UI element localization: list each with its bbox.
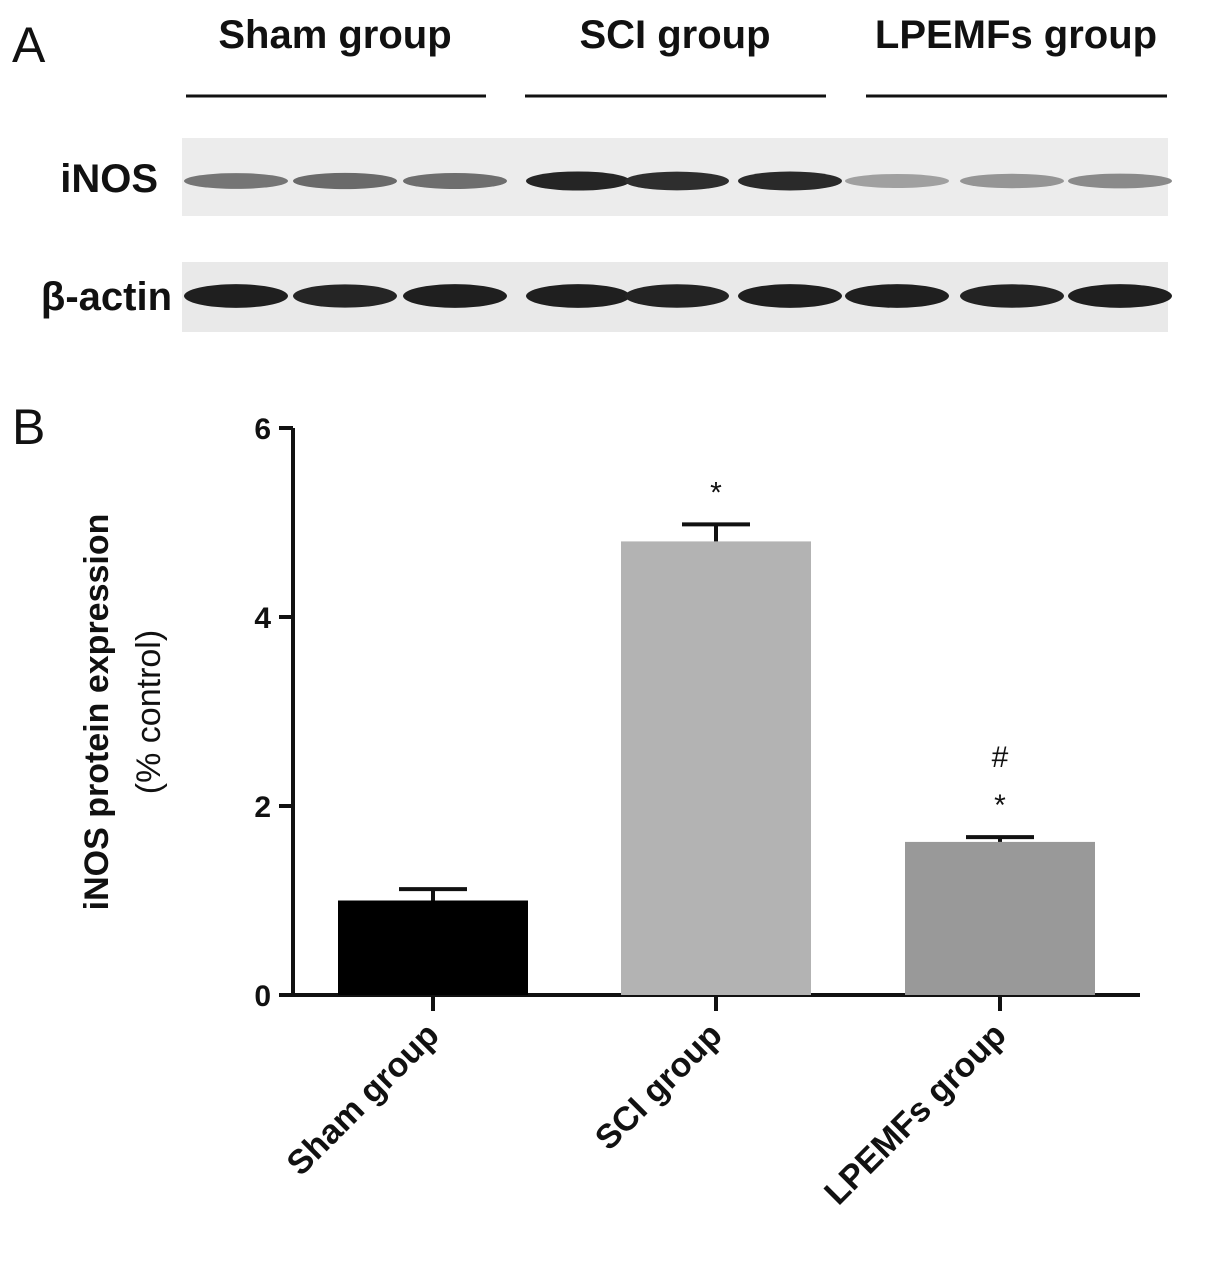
chart-bars	[338, 522, 1095, 995]
blot-band	[1068, 284, 1172, 308]
significance-mark: *	[710, 476, 722, 509]
blot-band	[526, 171, 630, 191]
inos-bands	[184, 171, 1172, 191]
y-tick-label: 0	[254, 980, 271, 1013]
blot-band	[845, 174, 949, 188]
significance-mark: #	[992, 741, 1009, 774]
beta-actin-bands	[184, 284, 1172, 308]
blot-row-label-beta-actin: β-actin	[41, 275, 172, 319]
blot-band	[403, 284, 507, 308]
significance-mark: *	[994, 789, 1006, 822]
y-axis-title: iNOS protein expression	[78, 514, 116, 911]
blot-band	[526, 284, 630, 308]
blot-band	[960, 284, 1064, 308]
y-tick-label: 2	[254, 791, 271, 824]
x-category-label: LPEMFs group	[817, 1016, 1013, 1212]
blot-band	[625, 284, 729, 308]
x-category-label: SCI group	[588, 1016, 730, 1158]
bar	[338, 900, 528, 995]
blot-band	[738, 171, 842, 191]
blot-band	[960, 173, 1064, 189]
bar-chart-panel: B 0 2 4 6 Sham group * SCI group * # LPEMFs grou…	[12, 399, 1140, 1212]
blot-band	[184, 284, 288, 308]
blot-band	[625, 171, 729, 191]
y-tick-label: 6	[254, 413, 271, 446]
blot-band	[293, 284, 397, 308]
x-category-label: Sham group	[280, 1016, 447, 1183]
blot-group-label-sham: Sham group	[218, 13, 451, 57]
bar	[621, 541, 811, 995]
blot-row-label-inos: iNOS	[60, 157, 158, 201]
y-axis-subtitle: (% control)	[130, 630, 168, 794]
blot-group-label-lpemfs: LPEMFs group	[875, 13, 1157, 57]
blot-band	[184, 173, 288, 189]
panel-b-letter: B	[12, 399, 45, 455]
blot-band	[845, 284, 949, 308]
western-blot-panel: A Sham group SCI group LPEMFs group iNOS…	[12, 13, 1172, 332]
bar	[905, 841, 1095, 995]
blot-band	[293, 172, 397, 190]
blot-band	[1068, 173, 1172, 189]
blot-band	[738, 284, 842, 308]
blot-group-label-sci: SCI group	[579, 13, 770, 57]
panel-a-letter: A	[12, 17, 46, 73]
blot-band	[403, 172, 507, 190]
y-tick-label: 4	[254, 602, 271, 635]
